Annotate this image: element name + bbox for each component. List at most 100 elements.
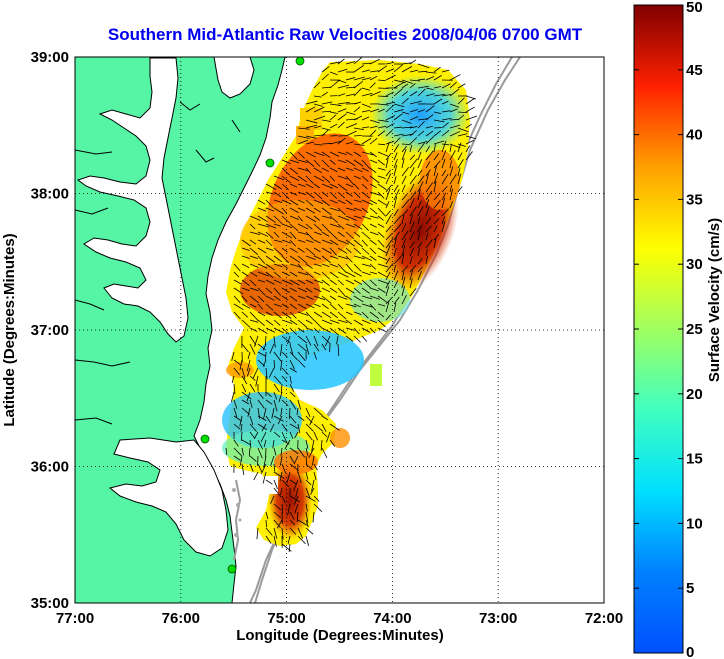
velocity-arrow <box>247 407 251 417</box>
velocity-arrow <box>385 263 394 273</box>
velocity-arrow <box>297 335 308 344</box>
velocity-arrow <box>361 223 369 231</box>
velocity-arrow <box>313 335 319 347</box>
velocity-arrow <box>417 109 425 113</box>
velocity-arrow <box>401 143 411 145</box>
velocity-arrow <box>233 287 244 295</box>
velocity-arrow <box>433 172 439 185</box>
velocity-arrow <box>377 255 388 261</box>
velocity-arrow <box>417 200 422 209</box>
velocity-arrow <box>385 201 390 209</box>
velocity-arrow <box>329 287 338 294</box>
velocity-arrow <box>313 255 322 260</box>
velocity-arrow <box>369 199 378 205</box>
velocity-arrow <box>345 199 353 205</box>
velocity-arrow <box>281 231 293 239</box>
velocity-arrow <box>433 75 442 81</box>
velocity-arrow <box>305 487 311 500</box>
velocity-arrow <box>305 535 309 547</box>
velocity-arrow <box>273 535 277 547</box>
velocity-arrow <box>425 182 434 193</box>
y-tick-label: 37:00 <box>31 322 69 339</box>
velocity-arrow <box>393 209 399 217</box>
velocity-arrow <box>273 359 276 369</box>
velocity-arrow <box>385 280 391 289</box>
velocity-arrow <box>353 115 362 121</box>
velocity-arrow <box>257 271 270 277</box>
velocity-arrow <box>337 191 346 199</box>
velocity-arrow <box>289 495 301 503</box>
velocity-arrow <box>377 79 386 82</box>
velocity-arrow <box>336 335 339 345</box>
velocity-arrow <box>265 215 276 223</box>
velocity-arrow <box>289 199 299 206</box>
velocity-arrow <box>329 111 338 114</box>
velocity-arrow <box>257 207 267 212</box>
velocity-arrow <box>361 92 373 97</box>
velocity-arrow <box>377 239 385 248</box>
cool-region-center <box>256 330 364 390</box>
delaware-bay <box>213 57 255 99</box>
velocity-arrow <box>265 207 275 212</box>
velocity-arrow <box>337 121 345 129</box>
velocity-arrow <box>297 319 308 328</box>
velocity-arrow <box>465 123 473 129</box>
velocity-arrow <box>233 263 241 272</box>
velocity-arrow <box>337 199 346 205</box>
velocity-arrow <box>225 447 228 456</box>
velocity-arrow <box>417 188 421 201</box>
velocity-arrow <box>401 244 406 257</box>
velocity-arrow <box>297 535 306 545</box>
velocity-arrow <box>313 95 322 98</box>
velocity-arrow <box>433 144 436 153</box>
velocity-arrow <box>241 311 249 318</box>
velocity-arrow <box>393 88 403 97</box>
velocity-arrow <box>289 215 299 220</box>
velocity-arrow <box>269 343 275 354</box>
colorbar-tick-label: 30 <box>686 256 703 273</box>
velocity-arrow <box>241 383 247 393</box>
velocity-arrow <box>385 122 395 129</box>
velocity-arrow <box>249 303 257 308</box>
velocity-arrow <box>273 287 282 296</box>
velocity-arrow <box>297 327 305 333</box>
velocity-arrow <box>294 431 299 439</box>
velocity-arrow <box>417 130 425 137</box>
velocity-arrow <box>457 142 462 153</box>
velocity-arrow <box>297 359 306 368</box>
velocity-arrow <box>257 391 264 399</box>
velocity-arrow <box>262 471 267 484</box>
velocity-arrow <box>393 189 400 201</box>
velocity-arrow <box>297 519 308 526</box>
velocity-arrow <box>425 206 430 217</box>
velocity-arrow <box>279 471 283 482</box>
velocity-arrow <box>369 279 377 287</box>
velocity-arrow <box>240 423 243 432</box>
velocity-arrow <box>265 519 267 528</box>
velocity-arrow <box>465 139 475 145</box>
velocity-arrow <box>385 225 392 233</box>
velocity-arrow <box>433 200 441 209</box>
velocity-arrow <box>345 93 355 97</box>
colorbar-tick-label: 10 <box>686 515 703 532</box>
velocity-arrow <box>273 527 278 539</box>
velocity-arrow <box>321 279 330 287</box>
velocity-arrow <box>257 327 268 334</box>
velocity-arrow <box>329 123 338 129</box>
velocity-arrow <box>305 519 309 528</box>
velocity-arrow <box>287 535 291 544</box>
velocity-arrow <box>329 439 336 447</box>
velocity-arrow <box>281 327 290 335</box>
y-tick-label: 35:00 <box>31 595 69 612</box>
velocity-arrow <box>345 191 353 197</box>
velocity-arrow <box>353 327 360 335</box>
velocity-arrow <box>256 527 259 540</box>
velocity-arrow <box>441 197 446 209</box>
velocity-arrow <box>289 295 298 302</box>
velocity-arrow <box>313 303 321 308</box>
velocity-arrow <box>313 143 323 146</box>
velocity-arrow <box>276 519 283 529</box>
velocity-arrow <box>231 351 235 361</box>
velocity-arrow <box>257 247 267 254</box>
velocity-arrow <box>441 110 451 113</box>
